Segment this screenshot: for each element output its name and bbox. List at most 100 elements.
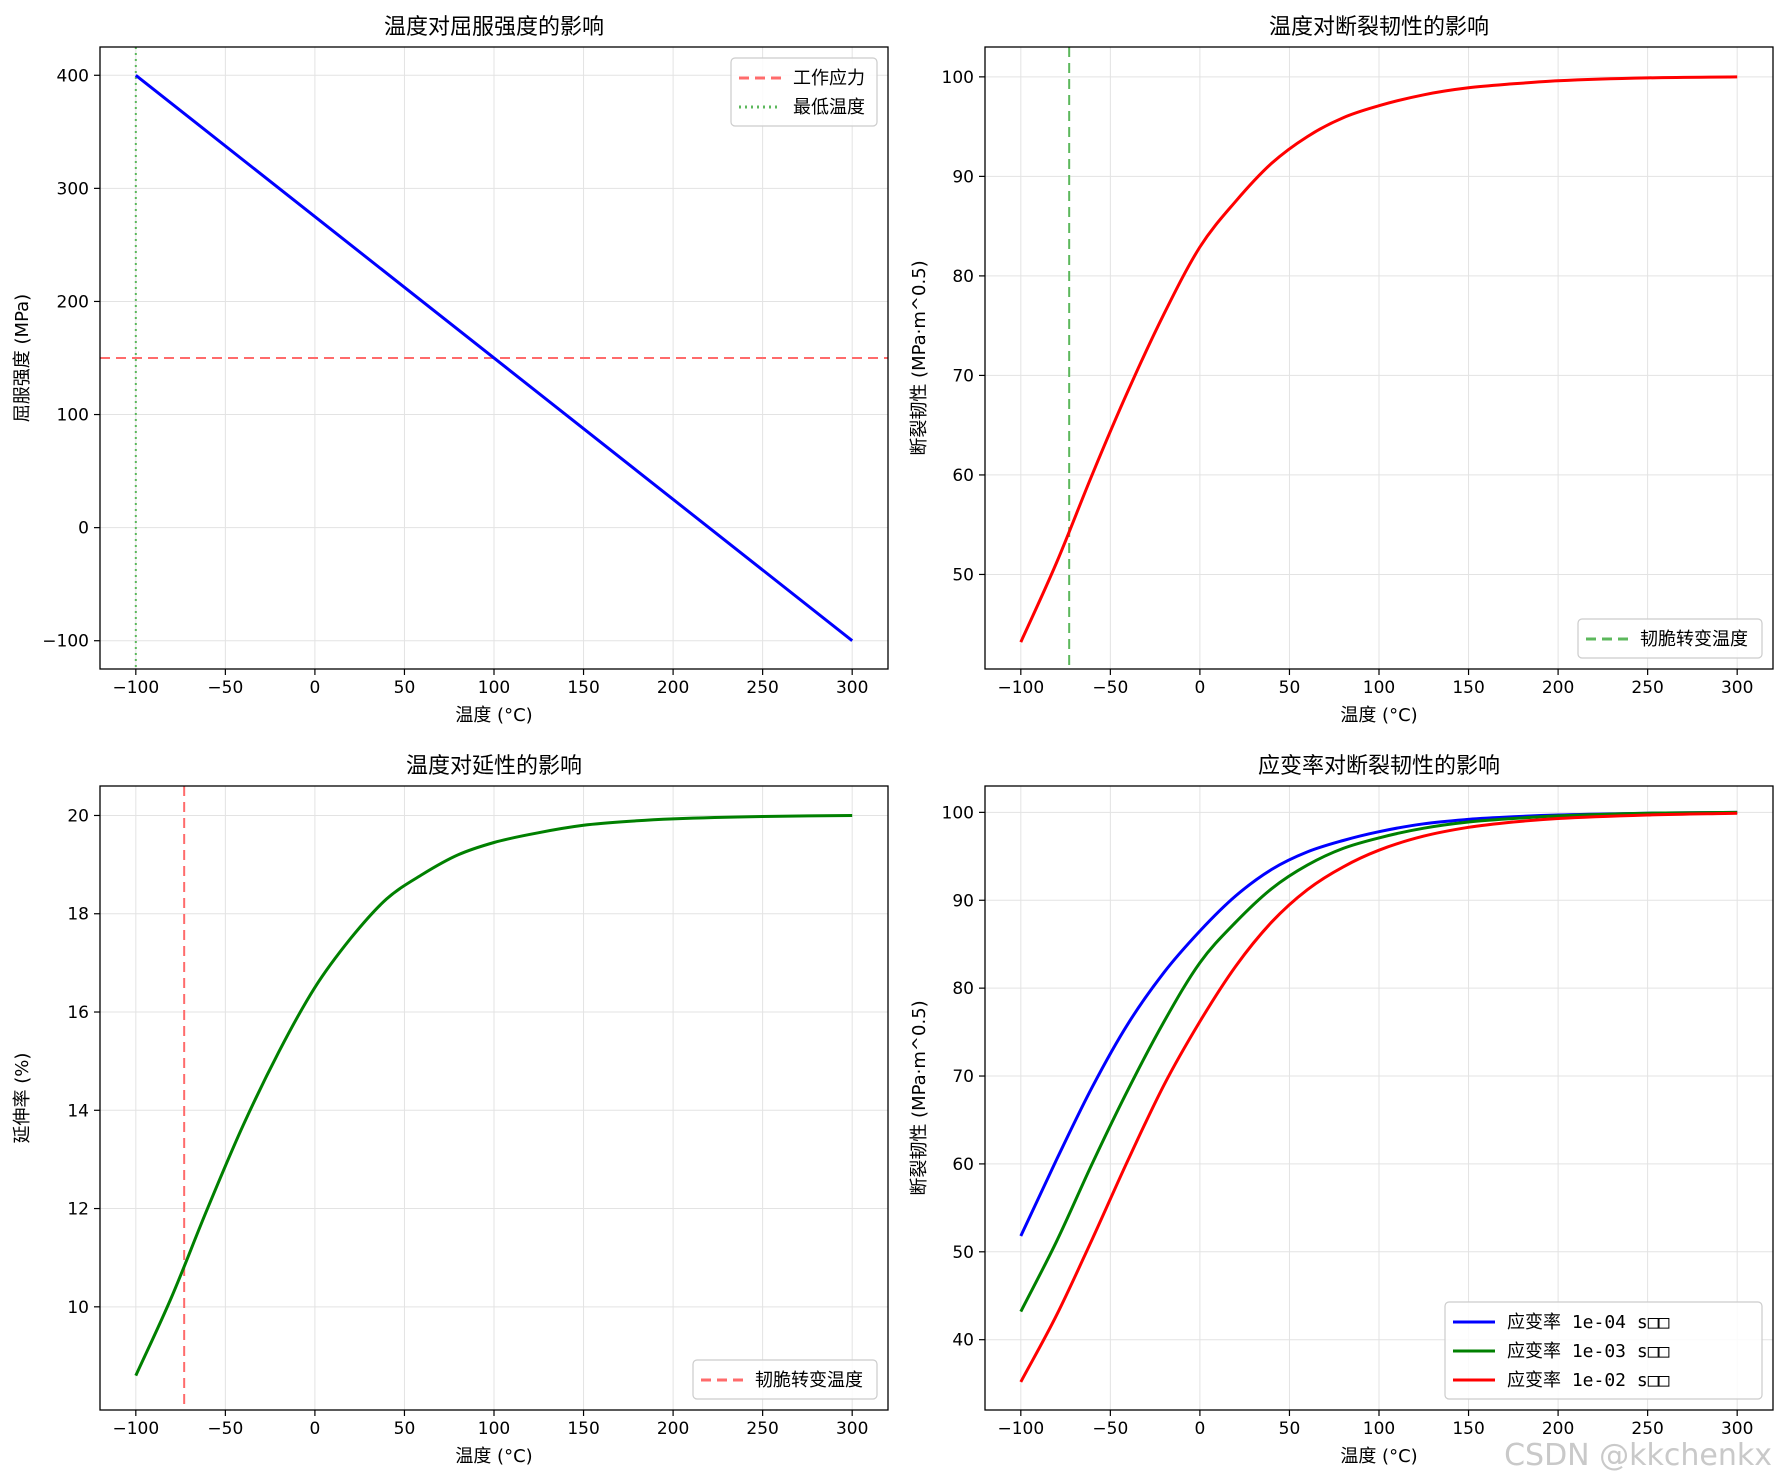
x-tick-label: 200 xyxy=(657,678,689,698)
legend-label: 最低温度 xyxy=(793,97,865,118)
y-tick-label: 20 xyxy=(67,806,89,826)
legend-label: 应变率 1e-03 s□□ xyxy=(1507,1341,1670,1362)
series-line-2 xyxy=(1019,810,1738,1313)
x-tick-label: −100 xyxy=(997,678,1044,698)
y-tick-label: 70 xyxy=(952,1067,974,1087)
y-tick-label: 40 xyxy=(952,1331,974,1351)
y-tick-label: 14 xyxy=(67,1101,89,1121)
x-tick-label: 300 xyxy=(836,1419,868,1439)
y-tick-label: −100 xyxy=(42,632,89,652)
chart-3: −100 −50 0 50 100 150 200 250 300 10 12 14 16 18 20 温度对… xyxy=(12,754,889,1467)
x-tick-label: −100 xyxy=(112,678,159,698)
series-line-1 xyxy=(1019,75,1738,643)
watermark-text: CSDN @kkchenkx xyxy=(1504,1438,1772,1473)
y-tick-label: 60 xyxy=(952,466,974,486)
y-tick-label: 100 xyxy=(942,68,974,88)
x-tick-label: −100 xyxy=(112,1419,159,1439)
y-axis-label: 断裂韧性 (MPa·m^0.5) xyxy=(909,260,930,455)
x-tick-label: 150 xyxy=(1452,678,1484,698)
x-tick-label: 200 xyxy=(1542,678,1574,698)
legend-label: 应变率 1e-02 s□□ xyxy=(1507,1370,1670,1391)
series-line-3 xyxy=(1019,811,1738,1383)
x-tick-label: 250 xyxy=(746,1419,778,1439)
y-tick-label: 100 xyxy=(57,406,89,426)
chart-4: −100 −50 0 50 100 150 200 250 300 40 50 60 70 80 90 100… xyxy=(909,754,1774,1467)
x-tick-label: −50 xyxy=(1092,678,1128,698)
y-axis-label: 屈服强度 (MPa) xyxy=(12,294,33,422)
legend-box xyxy=(1444,1301,1763,1400)
y-tick-label: 10 xyxy=(67,1298,89,1318)
y-tick-label: 300 xyxy=(57,179,89,199)
y-axis-label: 断裂韧性 (MPa·m^0.5) xyxy=(909,1000,930,1195)
series-line-1 xyxy=(134,74,854,642)
legend: 韧脆转变温度 xyxy=(692,1359,878,1400)
y-tick-label: 50 xyxy=(952,1243,974,1263)
x-tick-label: 250 xyxy=(1631,1419,1663,1439)
x-tick-label: 250 xyxy=(746,678,778,698)
chart-title: 应变率对断裂韧性的影响 xyxy=(1258,754,1500,779)
x-tick-label: 200 xyxy=(1542,1419,1574,1439)
legend-box xyxy=(730,57,878,127)
x-axis-label: 温度 (°C) xyxy=(1340,705,1417,726)
x-tick-label: 150 xyxy=(567,1419,599,1439)
y-tick-label: 400 xyxy=(57,66,89,86)
x-tick-label: 300 xyxy=(1721,1419,1753,1439)
x-tick-label: −50 xyxy=(207,678,243,698)
y-tick-label: 12 xyxy=(67,1200,89,1220)
y-axis-label: 延伸率 (%) xyxy=(12,1053,33,1144)
y-tick-label: 80 xyxy=(952,979,974,999)
x-axis-label: 温度 (°C) xyxy=(455,1446,532,1467)
x-tick-label: 50 xyxy=(1279,678,1301,698)
series-line-1 xyxy=(134,814,853,1377)
y-tick-label: 70 xyxy=(952,366,974,386)
x-tick-label: 250 xyxy=(1631,678,1663,698)
x-axis-label: 温度 (°C) xyxy=(1340,1446,1417,1467)
y-tick-label: 80 xyxy=(952,267,974,287)
y-tick-label: 60 xyxy=(952,1155,974,1175)
x-tick-label: 50 xyxy=(1279,1419,1301,1439)
x-tick-label: 150 xyxy=(1452,1419,1484,1439)
y-tick-label: 18 xyxy=(67,905,89,925)
x-axis-label: 温度 (°C) xyxy=(455,705,532,726)
x-tick-label: 100 xyxy=(478,1419,510,1439)
legend-label: 应变率 1e-04 s□□ xyxy=(1507,1312,1670,1333)
x-tick-label: 0 xyxy=(1194,1419,1205,1439)
x-tick-label: 100 xyxy=(1363,1419,1395,1439)
chart-title: 温度对延性的影响 xyxy=(406,754,582,779)
x-tick-label: 300 xyxy=(836,678,868,698)
y-tick-label: 90 xyxy=(952,891,974,911)
x-tick-label: 0 xyxy=(309,678,320,698)
chart-2: −100 −50 0 50 100 150 200 250 300 50 60 70 80 90 100 温度… xyxy=(909,15,1774,726)
x-tick-label: −50 xyxy=(1092,1419,1128,1439)
y-tick-label: 100 xyxy=(942,803,974,823)
charts-container: −100 −50 0 50 100 150 200 250 300−10001002003004… xyxy=(12,15,1774,1467)
x-tick-label: 100 xyxy=(1363,678,1395,698)
y-tick-label: 50 xyxy=(952,565,974,585)
x-tick-label: 150 xyxy=(567,678,599,698)
x-tick-label: 50 xyxy=(394,678,416,698)
y-tick-label: 0 xyxy=(78,519,89,539)
legend-label: 韧脆转变温度 xyxy=(755,1370,863,1391)
x-tick-label: −100 xyxy=(997,1419,1044,1439)
x-tick-label: 0 xyxy=(1194,678,1205,698)
legend-box xyxy=(692,1359,878,1400)
legend: 应变率 1e-04 s□□ 应变率 1e-03 s□□ 应变率 1e-02 s□□ xyxy=(1444,1301,1763,1400)
x-tick-label: −50 xyxy=(207,1419,243,1439)
y-tick-label: 90 xyxy=(952,167,974,187)
x-tick-label: 100 xyxy=(478,678,510,698)
x-tick-label: 0 xyxy=(309,1419,320,1439)
legend: 韧脆转变温度 xyxy=(1577,618,1763,659)
x-tick-label: 50 xyxy=(394,1419,416,1439)
legend-label: 工作应力 xyxy=(793,68,865,89)
legend-label: 韧脆转变温度 xyxy=(1640,629,1748,650)
chart-1: −100 −50 0 50 100 150 200 250 300 −100 0 100 200 300 4… xyxy=(12,15,889,726)
chart-title: 温度对断裂韧性的影响 xyxy=(1269,15,1489,40)
x-tick-label: 200 xyxy=(657,1419,689,1439)
y-tick-label: 200 xyxy=(57,292,89,312)
y-tick-label: 16 xyxy=(67,1003,89,1023)
legend-box xyxy=(1577,618,1763,659)
chart-title: 温度对屈服强度的影响 xyxy=(384,15,604,40)
x-tick-label: 300 xyxy=(1721,678,1753,698)
